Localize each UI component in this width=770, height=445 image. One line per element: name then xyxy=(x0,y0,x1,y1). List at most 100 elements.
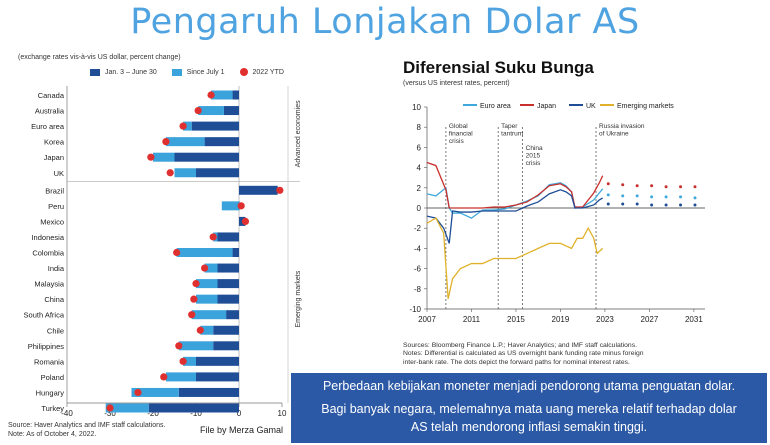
event-annotation: China 2015 crisis xyxy=(526,145,543,167)
legend-label-since-july: Since July 1 xyxy=(186,68,225,76)
right-chart-subtitle: (versus US interest rates, percent) xyxy=(403,80,510,87)
group-label-advanced: Advanced economies xyxy=(295,100,302,167)
x-tick-label: 2015 xyxy=(507,315,525,324)
y-tick-label: 2 xyxy=(417,184,422,193)
category-label: UK xyxy=(54,169,64,178)
x-tick-label: -20 xyxy=(147,409,159,418)
category-label: Mexico xyxy=(40,217,64,226)
forward-dot xyxy=(679,195,683,199)
category-label: Colombia xyxy=(32,249,65,258)
banner-line-2: Bagi banyak negara, melemahnya mata uang… xyxy=(321,402,737,416)
legend-label-ytd: 2022 YTD xyxy=(252,68,284,76)
banner-line-1: Perbedaan kebijakan moneter menjadi pend… xyxy=(322,379,736,393)
bar-jan-june xyxy=(226,310,239,320)
y-tick-label: 8 xyxy=(417,123,422,132)
legend-label: UK xyxy=(586,103,596,110)
ytd-dot xyxy=(173,248,181,257)
category-label: South Africa xyxy=(24,311,65,320)
bar-jan-june xyxy=(204,137,239,147)
legend-label: Euro area xyxy=(480,103,511,110)
legend-swatch-jan-june xyxy=(90,68,100,76)
category-label: Indonesia xyxy=(31,233,64,242)
legend-swatch-since-july xyxy=(171,68,182,76)
x-tick-label: 2011 xyxy=(463,315,481,324)
legend-label-jan-june: Jan. 3 – June 30 xyxy=(105,68,157,76)
bar-jan-june xyxy=(178,387,239,397)
bar-jan-june xyxy=(213,341,239,351)
x-tick-label: 2031 xyxy=(685,315,703,324)
forward-dot xyxy=(693,196,697,200)
bar-jan-june xyxy=(148,403,239,413)
ytd-dot xyxy=(201,264,209,272)
forward-dot xyxy=(679,185,683,189)
ytd-dot xyxy=(188,311,196,319)
bar-since-july xyxy=(196,279,218,289)
ytd-dot xyxy=(276,186,284,194)
ytd-dot xyxy=(106,404,114,412)
legend-label: Japan xyxy=(537,103,556,110)
bar-since-july xyxy=(204,263,218,273)
bar-jan-june xyxy=(196,168,239,178)
bar-jan-june xyxy=(232,248,239,257)
forward-dot xyxy=(635,184,639,188)
forward-dot xyxy=(635,194,639,198)
category-label: Japan xyxy=(44,153,64,162)
category-label: Turkey xyxy=(41,404,64,413)
left-legend: Jan. 3 – June 30 Since July 1 2022 YTD xyxy=(90,68,284,76)
bar-since-july xyxy=(131,387,179,397)
y-tick-label: -4 xyxy=(414,244,422,253)
y-tick-label: -8 xyxy=(414,285,422,294)
bar-since-july xyxy=(165,137,205,147)
bar-since-july xyxy=(183,121,192,131)
bar-since-july xyxy=(165,372,196,382)
series-line xyxy=(426,217,604,300)
category-label: Brazil xyxy=(45,186,64,195)
y-tick-label: -2 xyxy=(414,224,422,233)
x-tick-label: -40 xyxy=(61,409,73,418)
x-tick-label: -10 xyxy=(190,409,202,418)
ytd-dot xyxy=(237,202,245,210)
x-tick-label: 2027 xyxy=(641,315,659,324)
forward-dot xyxy=(693,185,697,189)
category-label: Australia xyxy=(35,107,65,116)
bar-since-july xyxy=(174,168,196,178)
page-title: Pengaruh Lonjakan Dolar AS xyxy=(130,2,640,42)
forward-dot xyxy=(606,193,610,197)
bar-jan-june xyxy=(196,372,239,382)
group-label-emerging: Emerging markets xyxy=(295,270,302,327)
forward-dot xyxy=(635,202,639,206)
y-tick-label: 10 xyxy=(412,103,421,112)
category-label: Malaysia xyxy=(34,280,64,289)
left-chart-subtitle: (exchange rates vis-à-vis US dollar, per… xyxy=(18,54,181,61)
forward-dot xyxy=(621,183,625,187)
right-source-line-2: Notes: Differential is calculated as US … xyxy=(403,350,644,358)
x-tick-label: -30 xyxy=(104,409,116,418)
forward-dot xyxy=(621,202,625,206)
x-tick-label: 0 xyxy=(237,409,242,418)
banner-line-3: AS telah mendorong inflasi semakin tingg… xyxy=(410,420,648,434)
x-tick-label: 10 xyxy=(278,409,287,418)
bar-jan-june xyxy=(239,185,278,195)
x-tick-label: 2019 xyxy=(552,315,570,324)
bar-since-july xyxy=(176,248,233,257)
forward-dot xyxy=(621,194,625,198)
y-tick-label: -6 xyxy=(414,265,422,274)
category-label: Chile xyxy=(47,326,64,335)
forward-dot xyxy=(650,195,654,199)
forward-dot xyxy=(650,203,654,207)
bar-jan-june xyxy=(217,232,239,242)
bar-jan-june xyxy=(217,279,239,289)
category-label: Philippines xyxy=(28,342,65,351)
bar-jan-june xyxy=(196,356,239,366)
right-source-block: Sources: Bloomberg Finance L.P.; Haver A… xyxy=(403,342,644,367)
ytd-dot xyxy=(134,388,142,397)
bar-since-july xyxy=(221,201,239,211)
left-source: Source: Haver Analytics and IMF staff ca… xyxy=(8,422,166,429)
bar-since-july xyxy=(105,403,149,413)
y-tick-label: 6 xyxy=(417,143,422,152)
bar-since-july xyxy=(198,106,224,116)
ytd-dot xyxy=(160,373,168,381)
event-annotation: Russia invasion of Ukraine xyxy=(599,123,645,138)
category-label: Peru xyxy=(48,202,64,211)
category-label: Euro area xyxy=(31,122,65,131)
